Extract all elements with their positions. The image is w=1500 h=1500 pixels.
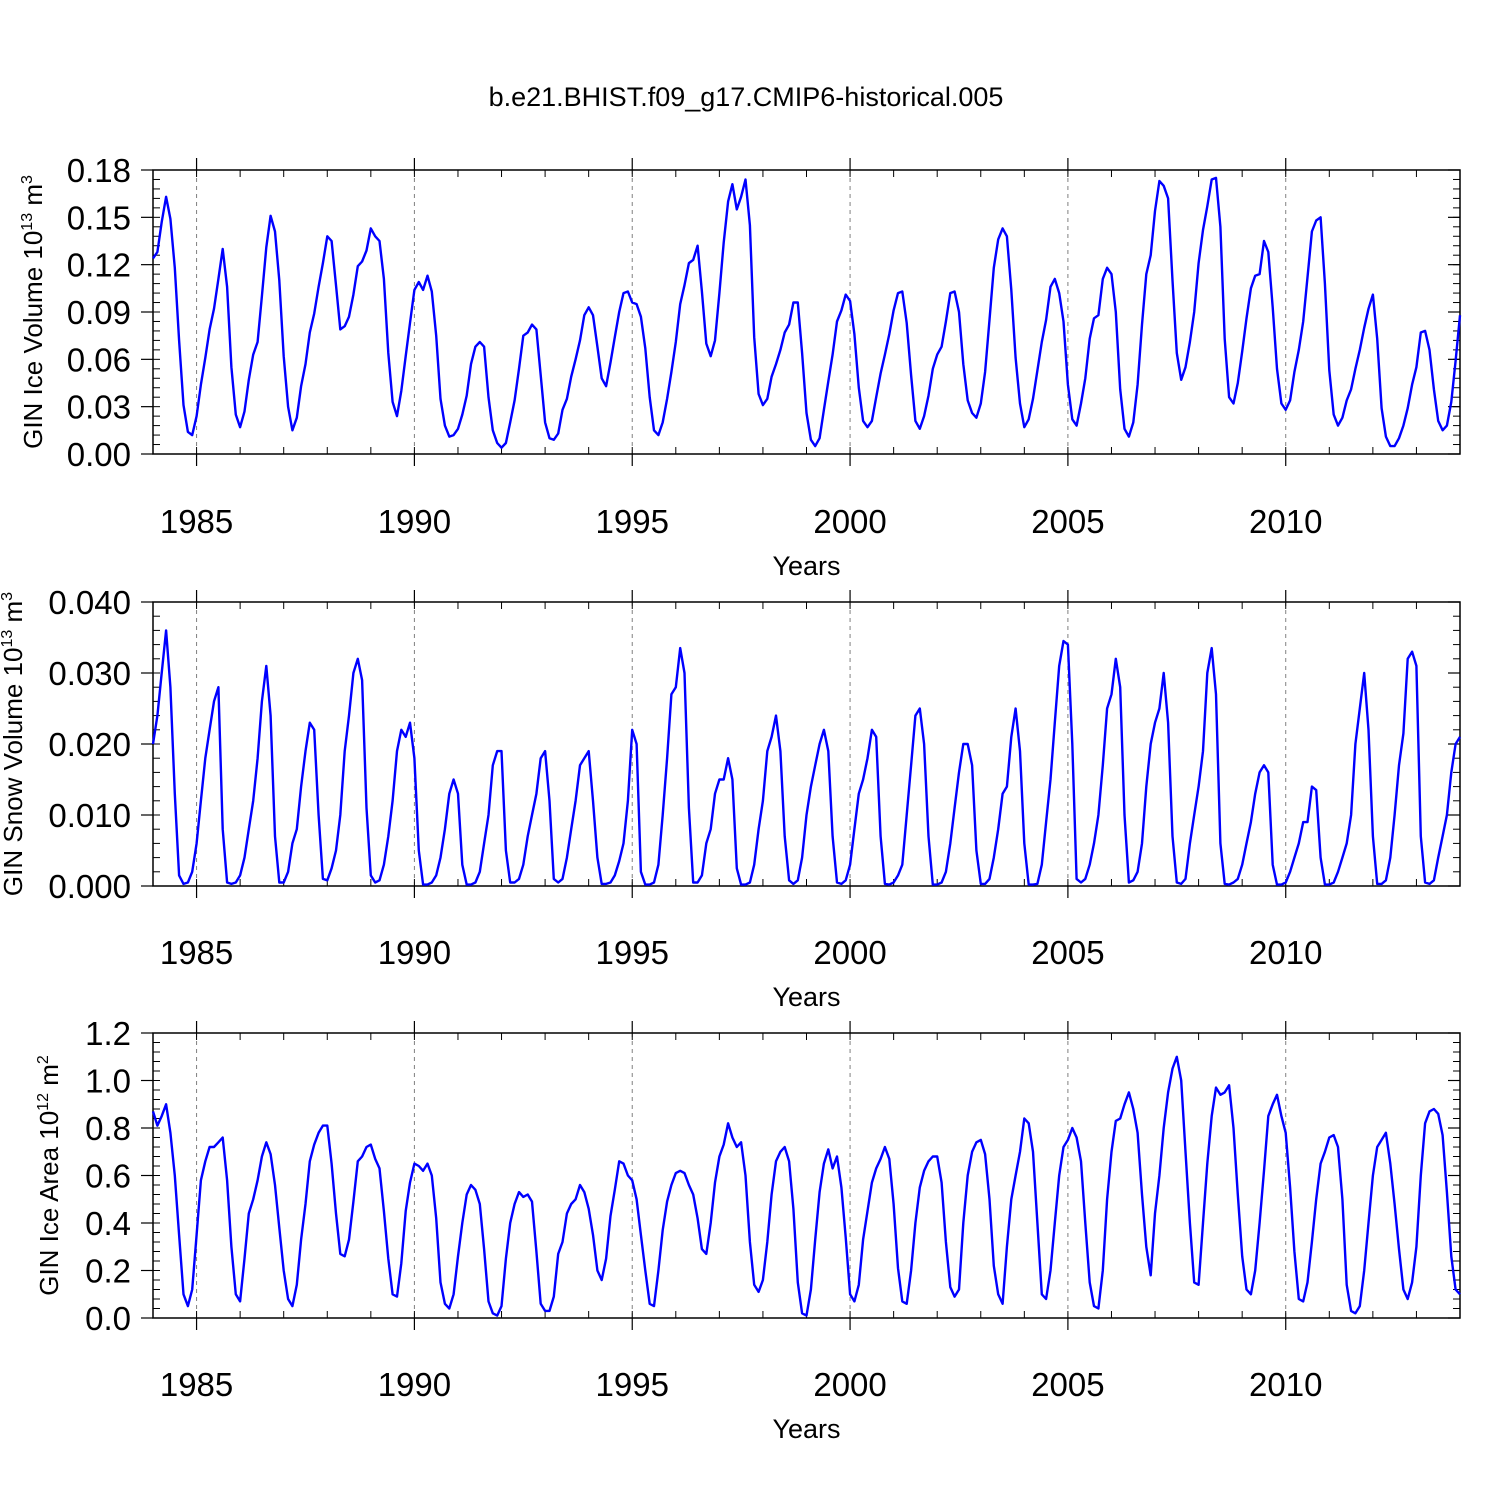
y-tick-label: 0.09: [67, 294, 131, 331]
x-tick-label: 2000: [813, 1366, 886, 1403]
x-tick-label: 1995: [596, 934, 669, 971]
y-axis-label-ylabel-unit: m: [34, 1064, 64, 1093]
y-tick-label: 0.18: [67, 152, 131, 189]
y-axis-label-ylabel-main: GIN Ice Volume 10: [18, 231, 48, 449]
x-axis-label: Years: [772, 982, 840, 1012]
x-tick-label: 1990: [378, 1366, 451, 1403]
y-tick-label: 0.6: [85, 1158, 131, 1195]
panel-2: 0.000 0.010 0.020 0.030 0.040 1985 1990 1995 200…: [0, 584, 1462, 1012]
y-tick-label: 0.12: [67, 247, 131, 284]
y-tick-label: 0.030: [48, 655, 131, 692]
plot-frame: [152, 169, 1461, 455]
x-tick-label: 2000: [813, 934, 886, 971]
y-tick-label: 0.2: [85, 1253, 131, 1290]
y-tick-label: 0.0: [85, 1300, 131, 1337]
x-tick-label: 2010: [1249, 1366, 1322, 1403]
y-axis-label-ylabel-exp: 13: [19, 213, 36, 231]
x-axis-label: Years: [772, 1414, 840, 1444]
y-tick-label: 0.020: [48, 726, 131, 763]
figure-title: b.e21.BHIST.f09_g17.CMIP6-historical.005: [489, 82, 1004, 112]
y-tick-label: 0.010: [48, 797, 131, 834]
x-tick-label: 2005: [1031, 1366, 1104, 1403]
panel-3: 0.0 0.2 0.4 0.6 0.8 1.0 1.2 1985 1990 1995 2000 200…: [34, 1015, 1461, 1444]
series-line: [152, 176, 1462, 449]
x-tick-label: 2005: [1031, 503, 1104, 540]
y-tick-label: 0.15: [67, 199, 131, 236]
y-axis-label-ylabel-unit-exp: 2: [35, 1055, 52, 1064]
series-line: [151, 1055, 1461, 1317]
y-axis-label: GIN Ice Area 1012 m2: [34, 1055, 64, 1296]
y-axis-label-ylabel-unit: m: [0, 601, 28, 630]
y-axis-label: GIN Ice Volume 1013 m3: [18, 175, 48, 449]
y-axis-label-ylabel-main: GIN Ice Area 10: [34, 1111, 64, 1296]
y-axis-label-ylabel-unit-exp: 3: [19, 175, 36, 184]
x-tick-label: 1990: [378, 934, 451, 971]
y-axis-label-ylabel-main: GIN Snow Volume 10: [0, 648, 28, 897]
x-tick-label: 2010: [1249, 934, 1322, 971]
y-tick-label: 0.00: [67, 436, 131, 473]
y-tick-label: 0.4: [85, 1205, 131, 1242]
y-axis-label-ylabel-exp: 12: [35, 1093, 52, 1111]
x-tick-label: 1985: [160, 503, 233, 540]
y-axis-label-ylabel-unit-exp: 3: [0, 592, 16, 601]
series-line: [151, 629, 1462, 886]
y-axis-label: GIN Snow Volume 1013 m3: [0, 592, 28, 896]
x-tick-label: 2000: [813, 503, 886, 540]
x-tick-label: 1990: [378, 503, 451, 540]
y-tick-label: 1.2: [85, 1015, 131, 1052]
x-tick-label: 1985: [160, 934, 233, 971]
x-tick-label: 1985: [160, 1366, 233, 1403]
y-tick-label: 0.06: [67, 341, 131, 378]
y-tick-label: 0.040: [48, 584, 131, 621]
x-axis-label: Years: [772, 551, 840, 581]
y-tick-label: 0.000: [48, 868, 131, 905]
y-axis-label-ylabel-exp: 13: [0, 630, 16, 648]
y-tick-label: 0.8: [85, 1110, 131, 1147]
y-axis-label-ylabel-unit: m: [18, 184, 48, 213]
panel-1: 0.00 0.03 0.06 0.09 0.12 0.15 0.18 1985 1990 1995…: [18, 152, 1462, 581]
x-tick-label: 1995: [596, 503, 669, 540]
x-tick-label: 1995: [596, 1366, 669, 1403]
x-tick-label: 2010: [1249, 503, 1322, 540]
y-tick-label: 1.0: [85, 1063, 131, 1100]
x-tick-label: 2005: [1031, 934, 1104, 971]
plot-frame: [152, 1032, 1461, 1319]
y-tick-label: 0.03: [67, 389, 131, 426]
